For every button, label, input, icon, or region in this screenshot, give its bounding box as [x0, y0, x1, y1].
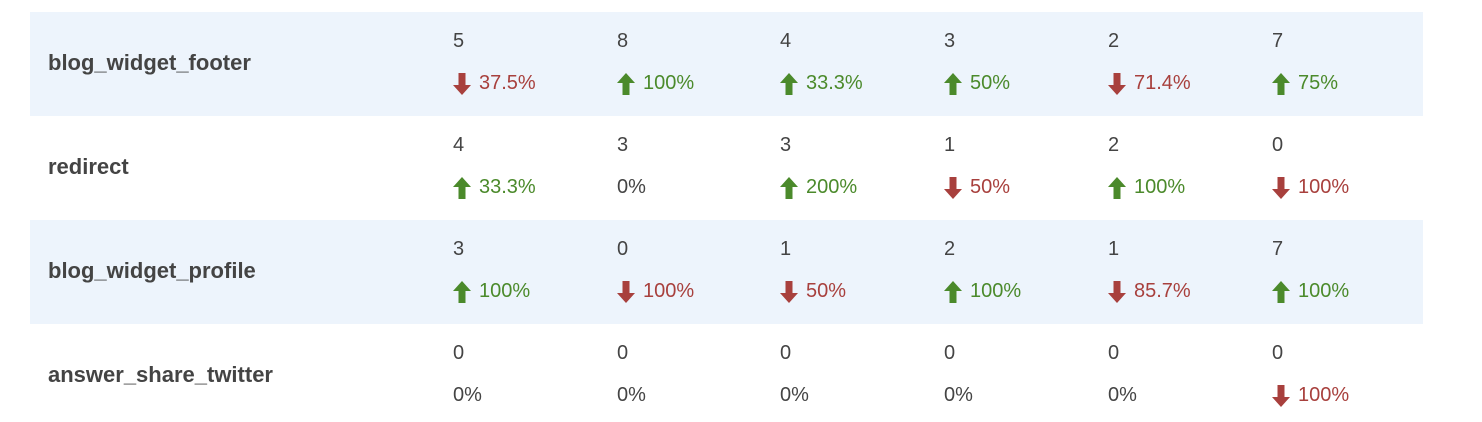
change: 50%	[944, 72, 1010, 95]
change-value: 0%	[1108, 384, 1137, 406]
trend-arrow	[1108, 280, 1126, 303]
change-value: 37.5%	[479, 72, 536, 94]
trend-arrow	[1272, 72, 1290, 95]
change-value: 100%	[643, 280, 695, 302]
change: 0%	[617, 176, 646, 199]
count: 0	[617, 238, 629, 260]
trend-arrow	[1272, 384, 1290, 407]
table-row: redirect 4 33.3% 3 0% 3 200% 1 50% 2 100% 0 100%	[30, 116, 1423, 220]
change: 0%	[453, 384, 482, 407]
table-row: blog_widget_footer 5 37.5% 8 100% 4 33.3% 3 50% 2…	[30, 12, 1423, 116]
row-label: blog_widget_footer	[48, 50, 251, 75]
trend-arrow	[1108, 176, 1126, 199]
trend-arrow	[1272, 280, 1290, 303]
trend-arrow	[1108, 72, 1126, 95]
count: 0	[617, 342, 629, 364]
trend-arrow	[780, 280, 798, 303]
change-value: 71.4%	[1134, 72, 1191, 94]
count: 3	[617, 134, 629, 156]
count: 1	[944, 134, 956, 156]
count: 1	[780, 238, 792, 260]
change: 100%	[1272, 176, 1349, 199]
trend-arrow	[780, 176, 798, 199]
trend-arrow	[944, 280, 962, 303]
change-value: 0%	[617, 384, 646, 406]
change: 0%	[780, 384, 809, 407]
row-label: blog_widget_profile	[48, 258, 256, 283]
change: 33.3%	[780, 72, 863, 95]
change-value: 100%	[1298, 384, 1350, 406]
trend-arrow	[1272, 176, 1290, 199]
change-value: 100%	[1298, 176, 1350, 198]
trend-arrow	[453, 72, 471, 95]
count: 1	[1108, 238, 1120, 260]
change-value: 0%	[944, 384, 973, 406]
change: 100%	[1272, 384, 1349, 407]
count: 2	[944, 238, 956, 260]
count: 7	[1272, 30, 1284, 52]
count: 3	[944, 30, 956, 52]
count: 2	[1108, 30, 1120, 52]
count: 0	[453, 342, 465, 364]
change-value: 50%	[970, 72, 1011, 94]
count: 3	[453, 238, 465, 260]
trend-arrow	[944, 72, 962, 95]
row-label: answer_share_twitter	[48, 362, 273, 387]
change: 100%	[617, 72, 694, 95]
count: 0	[780, 342, 792, 364]
change-value: 100%	[479, 280, 531, 302]
count: 7	[1272, 238, 1284, 260]
change-value: 0%	[453, 384, 482, 406]
count: 0	[1272, 342, 1284, 364]
count: 0	[944, 342, 956, 364]
change-value: 50%	[970, 176, 1011, 198]
change-value: 200%	[806, 176, 858, 198]
change-value: 33.3%	[479, 176, 536, 198]
table-row: blog_widget_profile 3 100% 0 100% 1 50% 2 100% 1 8…	[30, 220, 1423, 324]
row-label: redirect	[48, 154, 129, 179]
change: 100%	[1272, 280, 1349, 303]
trend-arrow	[944, 176, 962, 199]
change-value: 100%	[1298, 280, 1350, 302]
change: 50%	[944, 176, 1010, 199]
change: 0%	[1108, 384, 1137, 407]
change-value: 100%	[1134, 176, 1186, 198]
change: 33.3%	[453, 176, 536, 199]
change: 71.4%	[1108, 72, 1191, 95]
change-value: 33.3%	[806, 72, 863, 94]
count: 2	[1108, 134, 1120, 156]
trend-arrow	[453, 280, 471, 303]
change: 50%	[780, 280, 846, 303]
change: 0%	[944, 384, 973, 407]
change-value: 75%	[1298, 72, 1339, 94]
count: 4	[780, 30, 792, 52]
count: 8	[617, 30, 629, 52]
change-value: 50%	[806, 280, 847, 302]
trend-arrow	[617, 280, 635, 303]
change: 100%	[944, 280, 1021, 303]
change: 37.5%	[453, 72, 536, 95]
change: 0%	[617, 384, 646, 407]
change: 100%	[617, 280, 694, 303]
count: 4	[453, 134, 465, 156]
trend-arrow	[617, 72, 635, 95]
count: 3	[780, 134, 792, 156]
change: 100%	[453, 280, 530, 303]
change: 85.7%	[1108, 280, 1191, 303]
change: 100%	[1108, 176, 1185, 199]
count: 5	[453, 30, 465, 52]
count: 0	[1108, 342, 1120, 364]
change-value: 100%	[970, 280, 1022, 302]
change-value: 0%	[617, 176, 646, 198]
change-value: 85.7%	[1134, 280, 1191, 302]
count: 0	[1272, 134, 1284, 156]
change-value: 100%	[643, 72, 695, 94]
table-row: answer_share_twitter 0 0% 0 0% 0 0% 0 0% 0 0% 0 100%	[30, 324, 1423, 422]
change: 200%	[780, 176, 857, 199]
change-value: 0%	[780, 384, 809, 406]
trend-arrow	[780, 72, 798, 95]
trend-arrow	[453, 176, 471, 199]
change: 75%	[1272, 72, 1338, 95]
